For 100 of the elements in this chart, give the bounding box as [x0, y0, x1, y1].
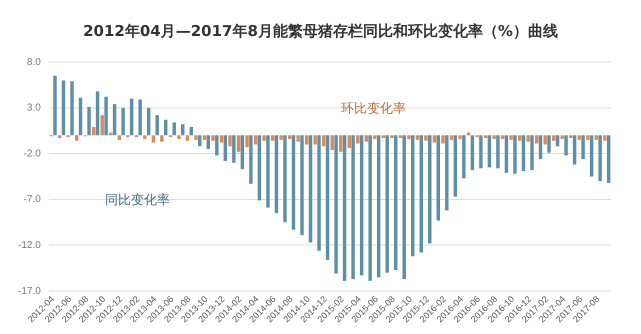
bar: [420, 135, 423, 253]
bar: [249, 135, 253, 184]
bar: [155, 115, 159, 136]
bar: [470, 135, 474, 170]
bar: [274, 135, 278, 214]
bar: [504, 135, 508, 173]
bar: [547, 135, 551, 153]
bar: [581, 135, 585, 160]
bar: [368, 135, 372, 281]
bar: [342, 135, 346, 281]
bar: [564, 135, 568, 156]
bar: [394, 135, 398, 270]
bar: [118, 135, 122, 140]
y-tick-label: 8.0: [26, 56, 42, 68]
series-label: 环比变化率: [341, 100, 406, 116]
bar: [87, 106, 91, 136]
bar: [181, 124, 184, 136]
bar: [496, 135, 500, 168]
bar: [224, 135, 228, 161]
bar: [322, 135, 326, 146]
bar: [104, 96, 108, 136]
bar: [112, 104, 116, 136]
bar: [92, 127, 96, 136]
y-tick-label: -17.0: [18, 286, 42, 297]
bar: [572, 135, 576, 165]
bar: [594, 135, 598, 140]
bar: [172, 122, 176, 136]
bar: [518, 135, 522, 141]
bar: [334, 135, 338, 274]
bar: [356, 135, 360, 144]
bar: [390, 135, 394, 138]
bar: [462, 135, 466, 178]
bar: [606, 135, 610, 183]
bar: [603, 135, 607, 141]
bar: [53, 76, 57, 136]
bar: [177, 135, 181, 139]
bar: [96, 91, 100, 136]
bar: [206, 135, 210, 150]
bar: [454, 135, 458, 197]
bar: [304, 135, 308, 144]
bar: [258, 135, 262, 200]
bar: [326, 135, 330, 260]
bar: [522, 135, 526, 172]
bar: [479, 135, 483, 168]
bar: [245, 135, 249, 148]
bar: [436, 135, 440, 220]
bar: [424, 135, 428, 141]
bar: [236, 135, 240, 152]
bar: [146, 108, 150, 136]
bar: [152, 135, 156, 143]
bar: [143, 135, 147, 139]
bar: [262, 135, 266, 141]
chart-title: 2012年04月—2017年8月能繁母猪存栏同比和环比变化率（%）曲线: [82, 22, 559, 42]
bar: [428, 135, 432, 244]
text: 同比变化率: [105, 192, 170, 208]
bar: [376, 135, 380, 278]
bar: [398, 135, 402, 138]
bar: [416, 135, 420, 140]
bar: [296, 135, 300, 142]
bar: [382, 135, 386, 138]
bar: [194, 135, 198, 140]
bar: [402, 135, 406, 280]
bar: [586, 135, 590, 140]
bar: [509, 135, 513, 140]
bar: [288, 135, 292, 139]
bar: [590, 135, 594, 177]
bar: [254, 135, 258, 144]
bar: [578, 135, 581, 140]
bar: [58, 135, 62, 138]
bar: [500, 135, 504, 139]
bar: [270, 135, 274, 141]
bar: [598, 135, 602, 182]
bar: [526, 135, 530, 142]
bar: [109, 132, 112, 136]
bar: [360, 135, 364, 276]
bar: [330, 135, 334, 150]
bar: [100, 115, 104, 136]
y-tick-label: -12.0: [18, 240, 42, 251]
bar: [560, 135, 564, 139]
bar: [488, 135, 492, 168]
bar: [240, 135, 244, 170]
bar: [432, 135, 436, 143]
bar: [186, 135, 190, 141]
bar: [466, 132, 470, 136]
bar: [569, 135, 572, 138]
bar: [74, 135, 78, 141]
bar: [266, 135, 270, 208]
bar: [232, 135, 236, 163]
bar: [543, 135, 547, 144]
bar: [373, 135, 377, 139]
bar: [513, 135, 517, 174]
y-tick-label: -2.0: [24, 148, 42, 160]
bar: [348, 135, 351, 148]
bar: [339, 135, 342, 152]
bar: [445, 135, 449, 210]
bar: [492, 135, 496, 139]
bar: [160, 135, 164, 142]
bar: [121, 108, 125, 136]
bar: [556, 135, 560, 146]
bar: [138, 100, 142, 136]
